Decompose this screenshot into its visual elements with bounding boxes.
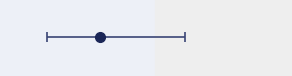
Bar xyxy=(155,0,292,76)
Bar xyxy=(0,0,155,76)
